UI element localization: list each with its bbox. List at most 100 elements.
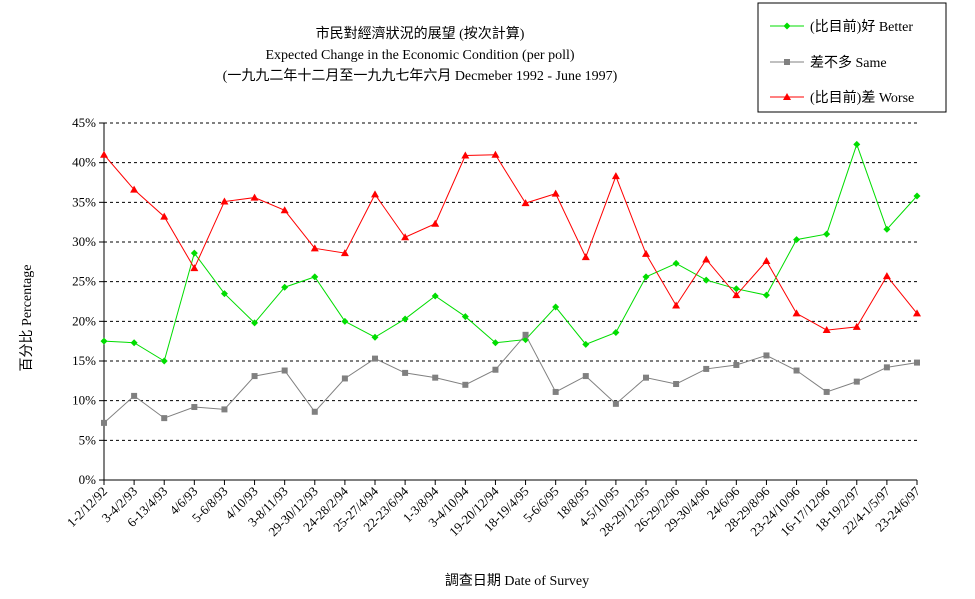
chart-title-zh: 市民對經濟狀況的展望 (按次計算) [316,25,525,42]
data-point [371,333,379,341]
data-point [643,374,649,381]
legend-box [757,2,947,113]
chart-subtitle: (一九九二年十二月至一九九七年六月 Decmeber 1992 - June 1… [223,68,618,84]
data-point [462,381,469,388]
data-point [281,367,288,374]
data-point [672,301,681,309]
data-point [401,233,410,241]
data-point [822,326,831,334]
series-triangle [100,150,921,334]
data-point [673,381,680,388]
data-point [551,189,560,197]
y-tick-label: 0% [79,472,97,487]
series-square [101,331,920,426]
data-point [522,331,529,338]
data-point [251,373,258,380]
data-point [131,392,138,399]
data-point [582,373,589,380]
x-axis-label: 調查日期 Date of Survey [445,573,589,589]
data-point [281,283,289,291]
data-point [582,340,590,348]
legend: (比目前)好 Better 差不多 Same (比目前)差 Worse [757,2,947,113]
data-point [733,361,740,368]
data-point [101,419,107,426]
data-point [702,276,710,284]
data-point [161,415,168,422]
y-tick-label: 10% [72,393,96,408]
data-point [642,273,650,281]
data-point [762,291,770,299]
data-point [853,140,861,148]
data-point [491,339,499,347]
data-point [792,309,801,317]
data-point [703,365,710,372]
y-axis-label: 百分比 Percentage [19,265,35,372]
y-tick-label: 35% [72,194,96,209]
data-point [402,369,409,376]
data-point [220,290,228,298]
x-axis-ticks: 1-2/12/923-4/2/936-13/4/934/6/935-6/8/93… [64,479,923,539]
data-point [190,249,198,257]
y-tick-label: 25% [72,274,96,289]
plot-area [100,140,921,426]
data-point [100,150,108,158]
data-point [221,406,228,413]
legend-swatch-marker [783,93,791,100]
legend-label: 差不多 Same [810,54,887,71]
data-point [672,259,680,267]
data-point [793,367,800,374]
legend-swatch-marker [784,59,790,65]
data-point [552,303,560,311]
data-point [852,322,861,330]
data-point [913,309,921,317]
data-point [401,315,409,323]
data-point [913,192,921,200]
legend-label: (比目前)好 Better [810,18,913,35]
data-point [310,244,319,252]
y-tick-label: 30% [72,234,96,249]
data-point [762,257,771,265]
y-tick-label: 20% [72,313,96,328]
data-point [611,172,620,180]
data-point [763,352,770,359]
series-line [103,154,918,331]
data-point [311,273,319,281]
data-point [160,357,168,365]
series-diamond [100,140,921,365]
data-point [280,206,289,214]
data-point [220,197,229,205]
data-point [461,313,469,321]
data-point [612,328,620,336]
data-point [431,292,439,300]
data-point [612,400,619,407]
data-point [883,225,891,233]
data-point [853,378,860,385]
y-tick-label: 40% [72,155,96,170]
gridlines [104,122,917,441]
y-tick-label: 15% [72,353,96,368]
data-point [793,236,801,244]
x-tick-label: 1-2/12/92 [64,484,110,530]
data-point [311,408,318,415]
y-tick-label: 45% [72,115,96,130]
legend-label: (比目前)差 Worse [810,89,914,106]
data-point [251,319,259,327]
data-point [100,337,108,345]
data-point [130,185,139,193]
data-point [191,404,198,411]
data-point [340,249,349,257]
data-point [130,339,138,347]
data-point [521,199,530,207]
data-point [882,272,891,280]
data-point [371,190,379,198]
chart-title-en: Expected Change in the Economic Conditio… [265,48,574,63]
data-point [883,364,890,371]
data-point [732,291,741,299]
y-axis-ticks: 0% 5% 10% 15% 20% 25% 30% 35% 40% 45% [72,115,105,487]
data-point [431,219,440,227]
data-point [581,253,590,261]
data-point [432,374,439,381]
data-point [250,193,259,201]
